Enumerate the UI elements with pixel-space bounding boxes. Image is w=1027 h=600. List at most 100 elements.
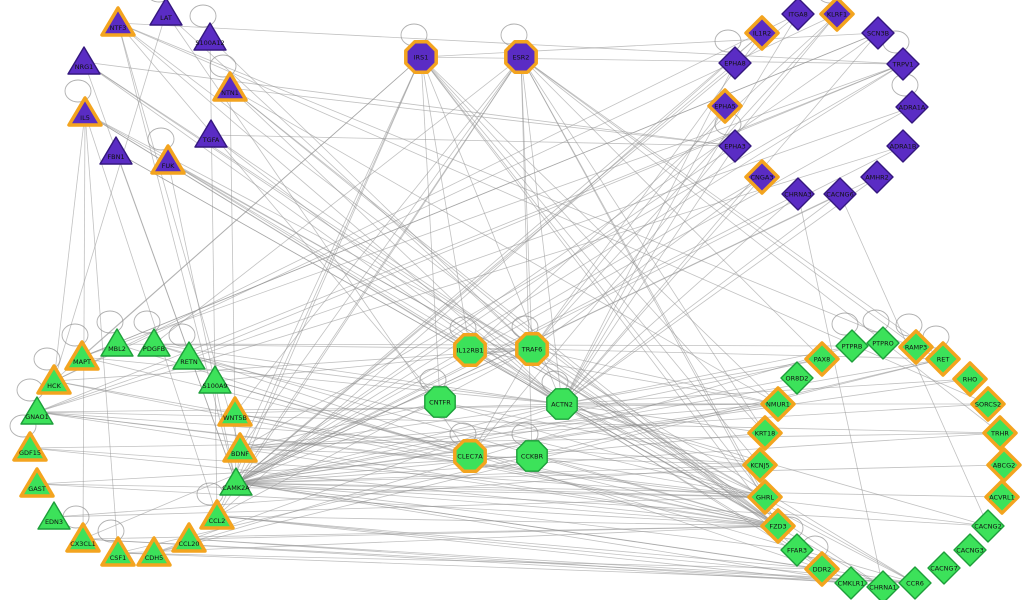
node-CCR6[interactable]: CCR6 <box>898 566 932 600</box>
node-IL12RB1[interactable]: IL12RB1 <box>453 333 487 367</box>
edge-CDH5-RET <box>153 358 944 554</box>
node-CACNG2[interactable]: CACNG2 <box>971 509 1005 543</box>
EPHA5-shape <box>707 88 743 124</box>
node-GAST[interactable]: GAST <box>19 467 55 498</box>
node-CCKBR[interactable]: CCKBR <box>516 440 548 472</box>
edge-NTF3-CNTFR <box>117 22 441 403</box>
node-RHO[interactable]: RHO <box>952 361 988 397</box>
GHRL-shape <box>747 479 783 515</box>
node-CNTFR[interactable]: CNTFR <box>424 386 456 418</box>
edge-BDNF-FZD3 <box>239 448 779 527</box>
node-GDF15[interactable]: GDF15 <box>12 431 48 462</box>
edge-FBN1-CAMK2A <box>115 151 237 484</box>
edge-FUK-CAMK2A <box>167 160 237 484</box>
node-CHRNA3[interactable]: CHRNA3 <box>781 177 815 211</box>
node-ABCG2[interactable]: ABCG2 <box>986 447 1022 483</box>
edge-TGFA-FZD3 <box>210 134 779 527</box>
edge-NRG1-EPHA3 <box>83 61 736 147</box>
edge-GNAO1-FZD3 <box>36 411 779 527</box>
edge-LAT-HCK <box>53 12 167 382</box>
node-ITGA8[interactable]: ITGA8 <box>781 0 815 31</box>
edge-ESR2-PAX8 <box>520 56 823 360</box>
edge-IRS1-BDNF <box>239 56 422 450</box>
node-ADRA1B[interactable]: ADRA1B <box>886 129 920 163</box>
node-CNGA3[interactable]: CNGA3 <box>744 159 780 195</box>
node-EPHA5[interactable]: EPHA5 <box>707 88 743 124</box>
edge-ADRA1A-CAMK2A <box>235 106 913 484</box>
NTN1-shape <box>212 71 248 102</box>
CMKLR1-shape <box>834 566 868 600</box>
edge-RETN-ACTN2 <box>188 356 563 405</box>
edge-CAMK2A-PAX8 <box>235 358 823 484</box>
MAPT-shape <box>64 340 100 371</box>
edge-CHRNA3-ACTN2 <box>561 193 799 405</box>
node-GNAO1[interactable]: GNAO1 <box>20 396 54 425</box>
node-CACNG7[interactable]: CACNG7 <box>927 551 961 585</box>
CCR6-shape <box>898 566 932 600</box>
node-ACTN2[interactable]: ACTN2 <box>546 388 578 420</box>
edge-IRS1-NMUR1 <box>420 56 779 405</box>
node-LAT[interactable]: LAT <box>149 0 183 26</box>
node-PDGFB[interactable]: PDGFB <box>137 328 171 357</box>
edge-IRS1-KRT18 <box>420 56 766 434</box>
ESR2-shape <box>504 40 538 74</box>
node-CCL2[interactable]: CCL2 <box>199 499 235 530</box>
edge-GNAO1-NMUR1 <box>36 403 779 413</box>
edge-CAMK2A-CCR6 <box>235 482 916 584</box>
node-ACVRL1[interactable]: ACVRL1 <box>984 479 1020 515</box>
node-KRT18[interactable]: KRT18 <box>747 415 783 451</box>
CCL20-shape <box>171 522 207 553</box>
node-MBL2[interactable]: MBL2 <box>100 328 134 357</box>
edge-IRS1-TRPV1 <box>420 56 904 65</box>
edge-ESR2-FZD3 <box>520 56 779 527</box>
node-IL5[interactable]: IL5 <box>67 96 103 127</box>
FFAR3-shape <box>780 533 814 567</box>
edge-GNAO1-CACNG2 <box>36 411 989 527</box>
node-AMHR2[interactable]: AMHR2 <box>860 160 894 194</box>
node-NRG1[interactable]: NRG1 <box>67 46 101 75</box>
edge-BDNF-NMUR1 <box>239 403 779 450</box>
edge-NTN1-NMUR1 <box>229 87 779 405</box>
RET-shape <box>925 341 961 377</box>
node-NTF3[interactable]: NTF3 <box>100 6 136 37</box>
node-CACNG3[interactable]: CACNG3 <box>953 533 987 567</box>
edge-CNTFR-KCNJ5 <box>439 401 761 466</box>
edge-ACTN2-DDR2 <box>561 403 823 570</box>
DDR2-shape <box>804 551 840 587</box>
node-TGFA[interactable]: TGFA <box>194 119 228 148</box>
node-CACNG6[interactable]: CACNG6 <box>823 177 857 211</box>
edge-CAMK2A-KCNJ5 <box>235 464 761 484</box>
node-CLEC7A[interactable]: CLEC7A <box>453 439 487 473</box>
edge-ACTN2-GHRL <box>561 403 766 498</box>
node-EDN3[interactable]: EDN3 <box>37 501 71 530</box>
node-CSF1[interactable]: CSF1 <box>100 536 136 567</box>
node-CX3CL1[interactable]: CX3CL1 <box>65 522 101 553</box>
node-KLRF1[interactable]: KLRF1 <box>819 0 855 32</box>
TRAF6-shape <box>515 332 549 366</box>
node-IRS1[interactable]: IRS1 <box>404 40 438 74</box>
edge-BDNF-KCNJ5 <box>239 448 761 466</box>
HCK-shape <box>36 364 72 395</box>
edge-WNT5B-FZD3 <box>234 412 779 527</box>
edge-ACTN2-RHO <box>561 378 971 405</box>
GNAO1-shape <box>20 396 54 425</box>
node-TRHR[interactable]: TRHR <box>982 415 1018 451</box>
edge-CCL20-CMKLR1 <box>188 538 852 584</box>
node-TRAF6[interactable]: TRAF6 <box>515 332 549 366</box>
self-loop-CSF1 <box>97 519 125 543</box>
edge-HCK-TRAF6 <box>53 348 533 382</box>
edge-CAMK2A-FFAR3 <box>235 482 798 551</box>
edge-TRAF6-CLEC7A <box>469 348 533 457</box>
EPHA8-shape <box>718 46 752 80</box>
node-CHRNA1[interactable]: CHRNA1 <box>866 570 900 600</box>
edge-CX3CL1-CCR6 <box>82 538 916 584</box>
edge-TGFA-ACTN2 <box>210 134 563 405</box>
node-SCN3B[interactable]: SCN3B <box>861 16 895 50</box>
edge-TRAF6-NMUR1 <box>531 348 779 405</box>
edge-ITGA8-HCK <box>53 13 799 382</box>
edge-EPHA8-ACTN2 <box>561 62 736 405</box>
edge-NTF3-CAMK2A <box>117 22 237 484</box>
node-ESR2[interactable]: ESR2 <box>504 40 538 74</box>
